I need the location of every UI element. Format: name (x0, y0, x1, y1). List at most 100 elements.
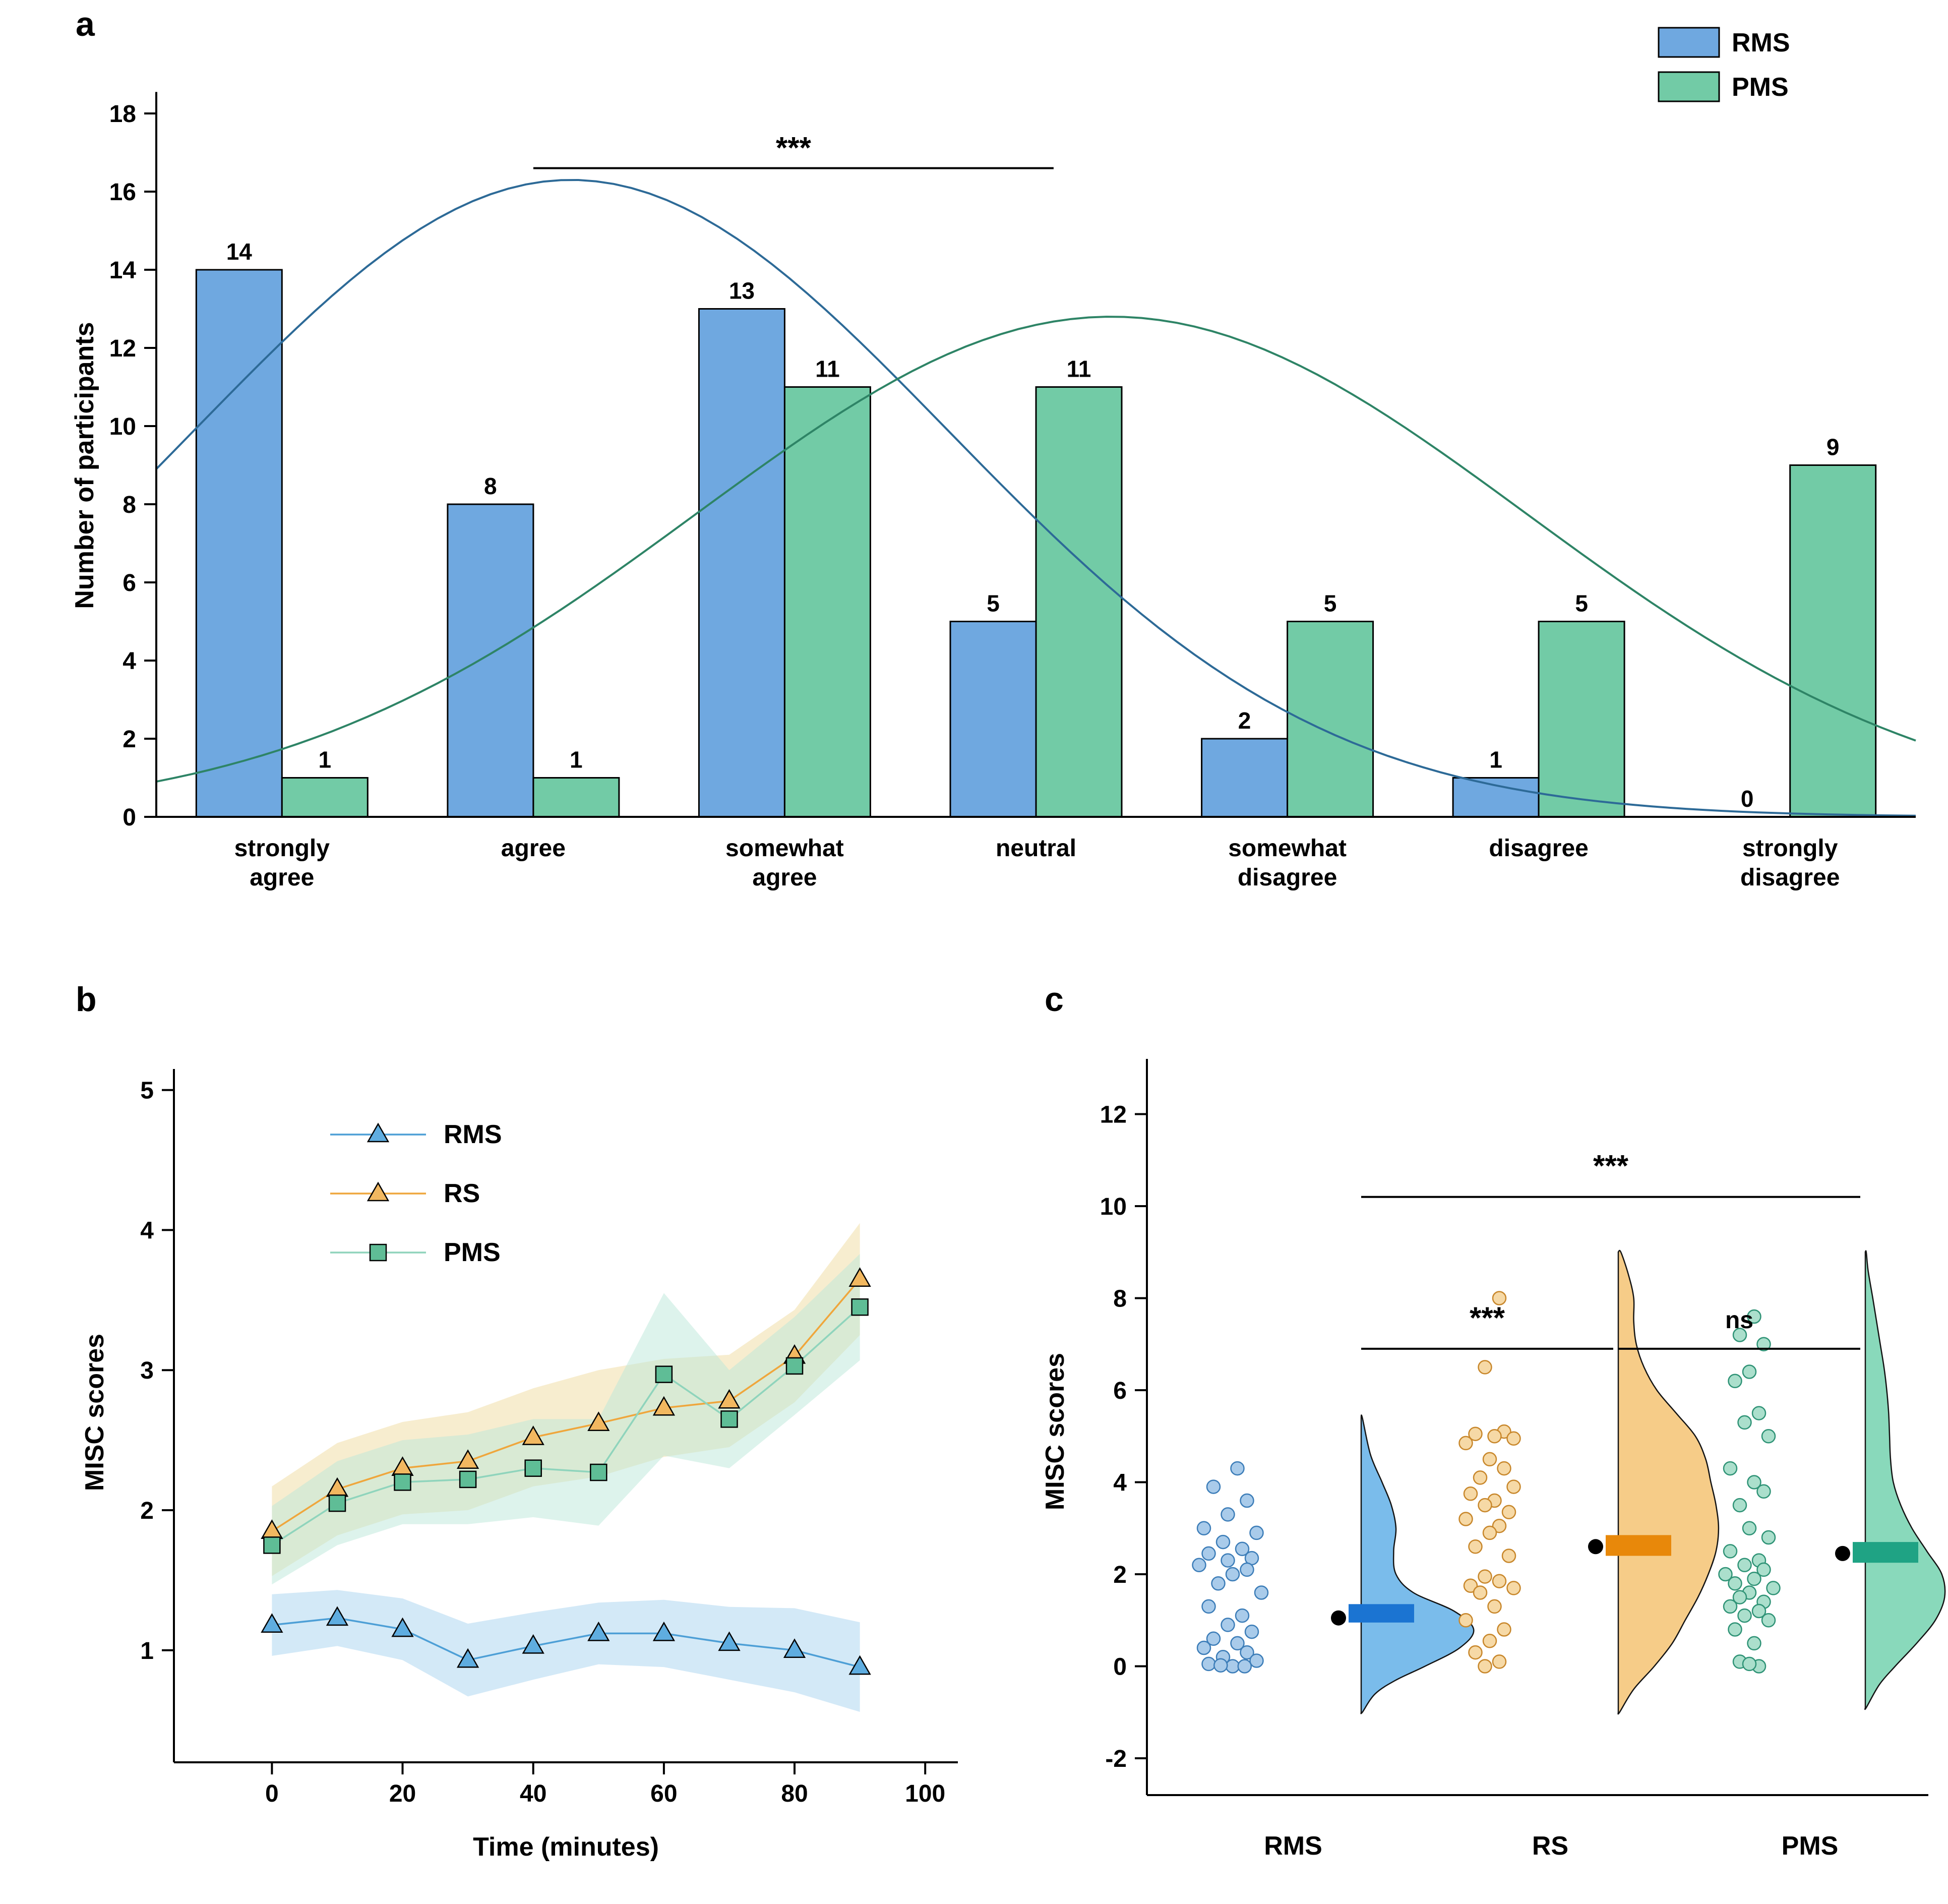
data-point (1492, 1291, 1507, 1305)
data-point (1240, 1645, 1254, 1660)
data-point (1728, 1622, 1742, 1637)
marker-pms (590, 1463, 607, 1481)
bar-value-label: 2 (1238, 707, 1251, 734)
legend-marker-pms (369, 1243, 387, 1262)
data-point (1761, 1530, 1776, 1545)
y-tick-label: 5 (140, 1078, 154, 1104)
legend-label: RMS (1732, 28, 1790, 57)
x-category-label: strongly (1742, 835, 1838, 862)
y-tick-label: 3 (140, 1357, 154, 1384)
legend-swatch-pms (1658, 71, 1720, 102)
y-axis-title: Number of participants (70, 322, 99, 609)
bar-value-label: 11 (815, 356, 840, 382)
bar-pms (1789, 464, 1877, 818)
y-tick-label: 18 (109, 101, 136, 128)
marker-pms (459, 1470, 477, 1489)
significance-label: *** (776, 131, 812, 165)
data-point (1718, 1567, 1733, 1582)
legend-label: PMS (1732, 73, 1789, 102)
data-point (1221, 1618, 1235, 1632)
legend-label: RS (444, 1179, 480, 1208)
data-point (1501, 1549, 1516, 1563)
panel-b-label: b (76, 980, 97, 1019)
dot-cloud-pms (1718, 1309, 1781, 1674)
y-tick-label: 1 (140, 1638, 154, 1664)
marker-pms (263, 1536, 281, 1554)
marker-rms (848, 1655, 871, 1675)
data-point (1478, 1360, 1492, 1375)
y-tick-label: 8 (1113, 1286, 1127, 1313)
series-line-rms (272, 1617, 861, 1668)
x-tick-label: 40 (520, 1780, 546, 1807)
y-tick-label: 8 (123, 492, 136, 518)
data-point (1221, 1553, 1235, 1568)
legend-label: PMS (444, 1238, 501, 1267)
marker-rs (587, 1411, 610, 1432)
y-tick-label: 4 (140, 1217, 154, 1244)
data-point (1463, 1486, 1478, 1501)
y-tick-label: 4 (123, 648, 136, 675)
data-point (1249, 1525, 1264, 1540)
marker-rs (848, 1267, 871, 1287)
data-point (1473, 1470, 1488, 1485)
bar-value-label: 1 (318, 747, 331, 773)
x-category-label: agree (752, 864, 817, 891)
marker-rms (456, 1648, 479, 1668)
data-point (1761, 1613, 1776, 1628)
marker-rms (783, 1638, 806, 1658)
x-group-label: PMS (1782, 1831, 1839, 1861)
data-point (1723, 1599, 1738, 1614)
dot-cloud-rms (1192, 1461, 1269, 1674)
bar-value-label: 8 (484, 473, 497, 499)
data-point (1206, 1631, 1221, 1646)
data-point (1468, 1539, 1483, 1554)
data-point (1463, 1578, 1478, 1593)
data-point (1478, 1659, 1492, 1674)
data-point (1482, 1634, 1497, 1648)
data-point (1235, 1541, 1250, 1557)
mean-dot-rms (1331, 1610, 1346, 1626)
series-line-rs (271, 1278, 861, 1532)
y-tick-label: 2 (1113, 1562, 1127, 1588)
panel-c-label: c (1045, 980, 1064, 1019)
data-point (1747, 1309, 1761, 1324)
y-tick-label: 6 (1113, 1378, 1127, 1404)
data-point (1737, 1415, 1752, 1430)
panel-a-label: a (76, 5, 95, 43)
panel-c-chart: RMS RS PMS -2 0 2 4 6 8 10 12 MISC scores *** ns *** (1041, 1059, 1946, 1861)
y-tick-label: -2 (1105, 1746, 1127, 1772)
data-point (1487, 1429, 1502, 1444)
data-point (1506, 1431, 1521, 1446)
data-point (1237, 1659, 1252, 1674)
bar-value-label: 5 (1575, 590, 1588, 617)
x-group-label: RMS (1264, 1831, 1322, 1861)
data-point (1225, 1567, 1240, 1582)
x-category-label: disagree (1489, 835, 1588, 862)
x-tick-label: 100 (905, 1780, 945, 1807)
y-tick-label: 10 (1100, 1194, 1127, 1220)
data-point (1756, 1562, 1771, 1577)
y-tick-label: 6 (123, 570, 136, 597)
data-point (1482, 1525, 1497, 1540)
data-point (1728, 1374, 1742, 1389)
y-tick-label: 10 (109, 413, 136, 440)
marker-rs (456, 1449, 479, 1469)
data-point (1747, 1475, 1761, 1490)
data-point (1756, 1337, 1771, 1351)
bar-value-label: 14 (226, 239, 253, 265)
bar-pms (281, 777, 369, 818)
data-point (1249, 1653, 1264, 1668)
data-point (1482, 1452, 1497, 1467)
mean-dot-rs (1588, 1539, 1603, 1555)
marker-rs (652, 1396, 676, 1416)
bar-pms (783, 386, 871, 818)
bar-value-label: 5 (1324, 590, 1337, 617)
data-point (1492, 1518, 1507, 1533)
data-point (1732, 1590, 1747, 1604)
x-tick-label: 80 (781, 1780, 808, 1807)
data-point (1478, 1569, 1492, 1584)
mean-box-pms (1853, 1542, 1918, 1563)
bar-value-label: 11 (1067, 356, 1091, 382)
data-point (1206, 1479, 1221, 1494)
